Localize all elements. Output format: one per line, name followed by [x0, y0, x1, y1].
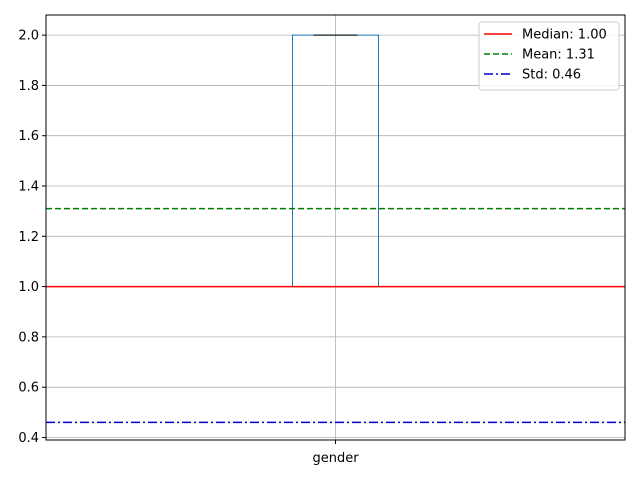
legend-label: Median: 1.00 [522, 28, 607, 43]
y-tick-label: 2.0 [18, 29, 39, 44]
y-tick-label: 0.4 [18, 431, 39, 446]
legend-label: Std: 0.46 [522, 68, 581, 83]
y-tick-label: 1.4 [18, 180, 39, 195]
y-tick-label: 0.6 [18, 381, 39, 396]
legend-label: Mean: 1.31 [522, 48, 595, 63]
y-tick-label: 1.0 [18, 280, 39, 295]
reference-lines [46, 207, 625, 424]
y-axis: 0.4 0.6 0.8 1.0 1.2 1.4 1.6 1.8 2.0 [18, 29, 46, 446]
y-tick-label: 0.8 [18, 330, 39, 345]
y-tick-label: 1.8 [18, 79, 39, 94]
legend: Median: 1.00 Mean: 1.31 Std: 0.46 [478, 21, 620, 91]
x-axis: gender [312, 440, 359, 466]
legend-box [478, 21, 620, 91]
x-tick-label: gender [312, 451, 359, 466]
y-tick-label: 1.6 [18, 129, 39, 144]
y-tick-label: 1.2 [18, 230, 39, 245]
